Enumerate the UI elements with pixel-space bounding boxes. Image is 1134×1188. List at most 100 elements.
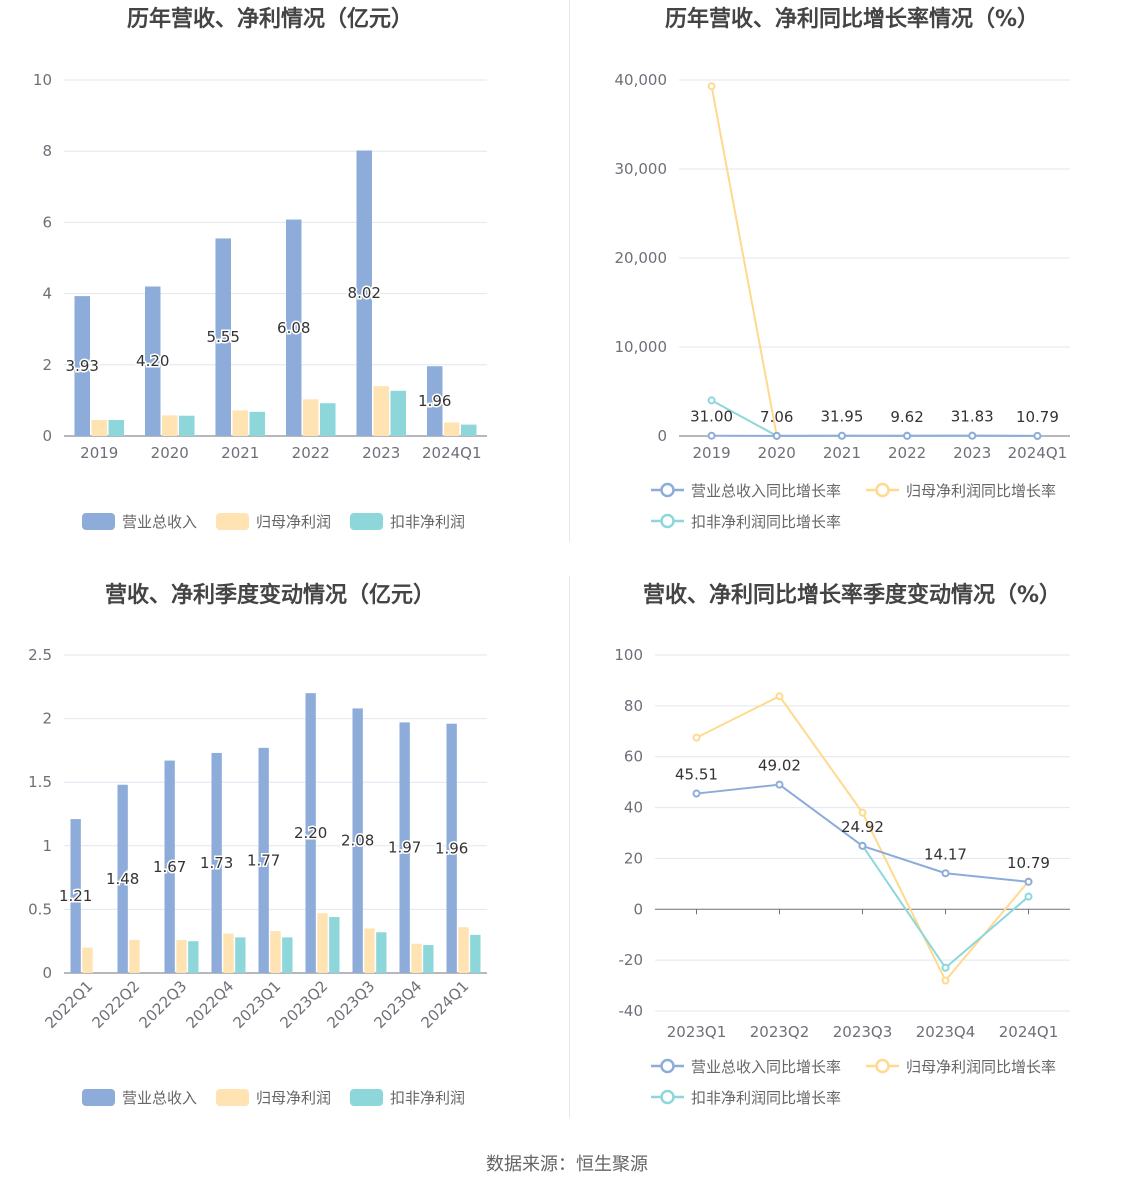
series-point: [1024, 877, 1033, 886]
x-tick-label: 2019: [80, 444, 118, 462]
x-tick-label: 2022: [888, 444, 926, 462]
bar-deducted-profit: [179, 415, 195, 436]
bar-revenue: [144, 286, 161, 436]
bar-deducted-profit: [249, 411, 266, 436]
y-tick-label: 0.5: [28, 900, 52, 918]
x-tick-label: 2023Q4: [371, 977, 426, 1032]
y-tick-label: 20: [624, 849, 643, 867]
y-tick-label: 6: [42, 213, 52, 231]
bar-revenue: [74, 296, 90, 436]
legend-label: 营业总收入同比增长率: [691, 482, 841, 500]
y-tick-label: 2: [42, 710, 52, 728]
bar-revenue: [446, 723, 457, 973]
y-tick-label: 0: [657, 427, 667, 445]
y-tick-label: 30,000: [615, 160, 668, 178]
x-tick-label: 2024Q1: [418, 977, 473, 1032]
data-label: 45.51: [675, 766, 718, 784]
legend-label: 营业总收入同比增长率: [691, 1058, 841, 1076]
legend-label: 营业总收入: [122, 513, 197, 531]
panel-quarterly-growth: 营收、净利同比增长率季度变动情况（%） -40 -20 0 20 40 60 80 100 202…: [567, 576, 1134, 1151]
bar-net-profit: [82, 947, 93, 973]
bar-revenue: [211, 752, 222, 973]
data-label: 31.95: [820, 408, 863, 426]
bar-net-profit: [411, 943, 422, 973]
bar-net-profit: [129, 939, 140, 973]
chart-title: 营收、净利季度变动情况（亿元）: [105, 582, 435, 608]
bar-net-profit: [443, 422, 460, 436]
bar-revenue: [285, 219, 302, 436]
legend-swatch: [216, 513, 249, 530]
legend-swatch: [350, 513, 383, 530]
chart-title: 营收、净利同比增长率季度变动情况（%）: [643, 582, 1061, 608]
data-label: 49.02: [758, 757, 801, 775]
data-label: 1.73: [200, 854, 233, 872]
x-tick-label: 2024Q1: [999, 1023, 1059, 1041]
y-tick-label: 100: [614, 646, 643, 664]
data-label: 1.77: [247, 851, 280, 869]
panel-annual-values: 历年营收、净利情况（亿元） 0 2 4 6 8 10 2019 2020 2021 2022 2023…: [0, 0, 567, 575]
y-tick-label: 40,000: [615, 71, 668, 89]
bar-deducted-profit: [188, 941, 199, 973]
legend-swatch: [82, 1089, 115, 1106]
series-point: [707, 82, 716, 91]
series-point: [858, 841, 867, 850]
bar-net-profit: [232, 410, 249, 436]
legend-swatch: [875, 1058, 890, 1074]
bar-deducted-profit: [108, 419, 125, 436]
x-tick-label: 2021: [221, 444, 259, 462]
legend-label: 归母净利润: [256, 513, 331, 531]
series-point: [707, 396, 716, 405]
bar-deducted-profit: [376, 932, 387, 973]
bar-deducted-profit: [470, 934, 481, 973]
data-label: 1.96: [418, 392, 451, 410]
data-label: 14.17: [924, 845, 967, 863]
bar-net-profit: [270, 931, 281, 973]
y-tick-label: 40: [624, 799, 643, 817]
y-tick-label: 0: [42, 427, 52, 445]
bar-revenue: [356, 150, 372, 436]
bar-revenue: [305, 693, 316, 973]
bar-revenue: [426, 366, 443, 436]
legend-swatch: [82, 513, 115, 530]
data-label: 3.93: [66, 357, 99, 375]
legend-swatch: [660, 1058, 675, 1074]
data-label: 1.96: [435, 839, 468, 857]
bar-deducted-profit: [423, 945, 434, 973]
bar-revenue: [399, 722, 410, 973]
series-point: [858, 808, 867, 817]
chart-quarterly-values: 营收、净利季度变动情况（亿元）00.511.522.52022Q12022Q22…: [28, 582, 487, 1107]
legend-label: 扣非净利润: [390, 513, 465, 531]
bar-revenue: [164, 760, 175, 973]
x-tick-label: 2022Q3: [136, 977, 191, 1032]
data-label: 31.83: [951, 408, 994, 426]
data-label: 2.20: [294, 824, 327, 842]
x-tick-label: 2023: [362, 444, 400, 462]
bar-deducted-profit: [461, 424, 477, 436]
bar-revenue: [70, 819, 81, 973]
bar-revenue: [352, 708, 363, 973]
legend-label: 归母净利润同比增长率: [906, 1058, 1056, 1076]
data-label: 1.97: [388, 839, 421, 857]
series-point: [692, 733, 701, 742]
data-label: 4.20: [136, 352, 169, 370]
bar-net-profit: [223, 933, 234, 973]
x-tick-label: 2022Q4: [183, 977, 238, 1032]
y-tick-label: -40: [619, 1002, 644, 1020]
y-tick-label: 10,000: [615, 338, 668, 356]
data-label: 24.92: [841, 818, 884, 836]
series-point: [707, 431, 716, 440]
bar-net-profit: [458, 927, 469, 973]
bar-revenue: [215, 238, 231, 436]
series-point: [968, 431, 977, 440]
series-line-net-profit: [696, 694, 1030, 983]
legend-label: 扣非净利润: [390, 1089, 465, 1107]
legend-swatch: [660, 513, 675, 529]
data-label: 2.08: [341, 832, 374, 850]
series-point: [772, 431, 781, 440]
bar-net-profit: [364, 928, 375, 973]
legend-label: 营业总收入: [122, 1089, 197, 1107]
x-tick-label: 2021: [823, 444, 861, 462]
x-tick-label: 2023: [953, 444, 991, 462]
bar-deducted-profit: [282, 937, 293, 973]
y-tick-label: 0: [42, 964, 52, 982]
